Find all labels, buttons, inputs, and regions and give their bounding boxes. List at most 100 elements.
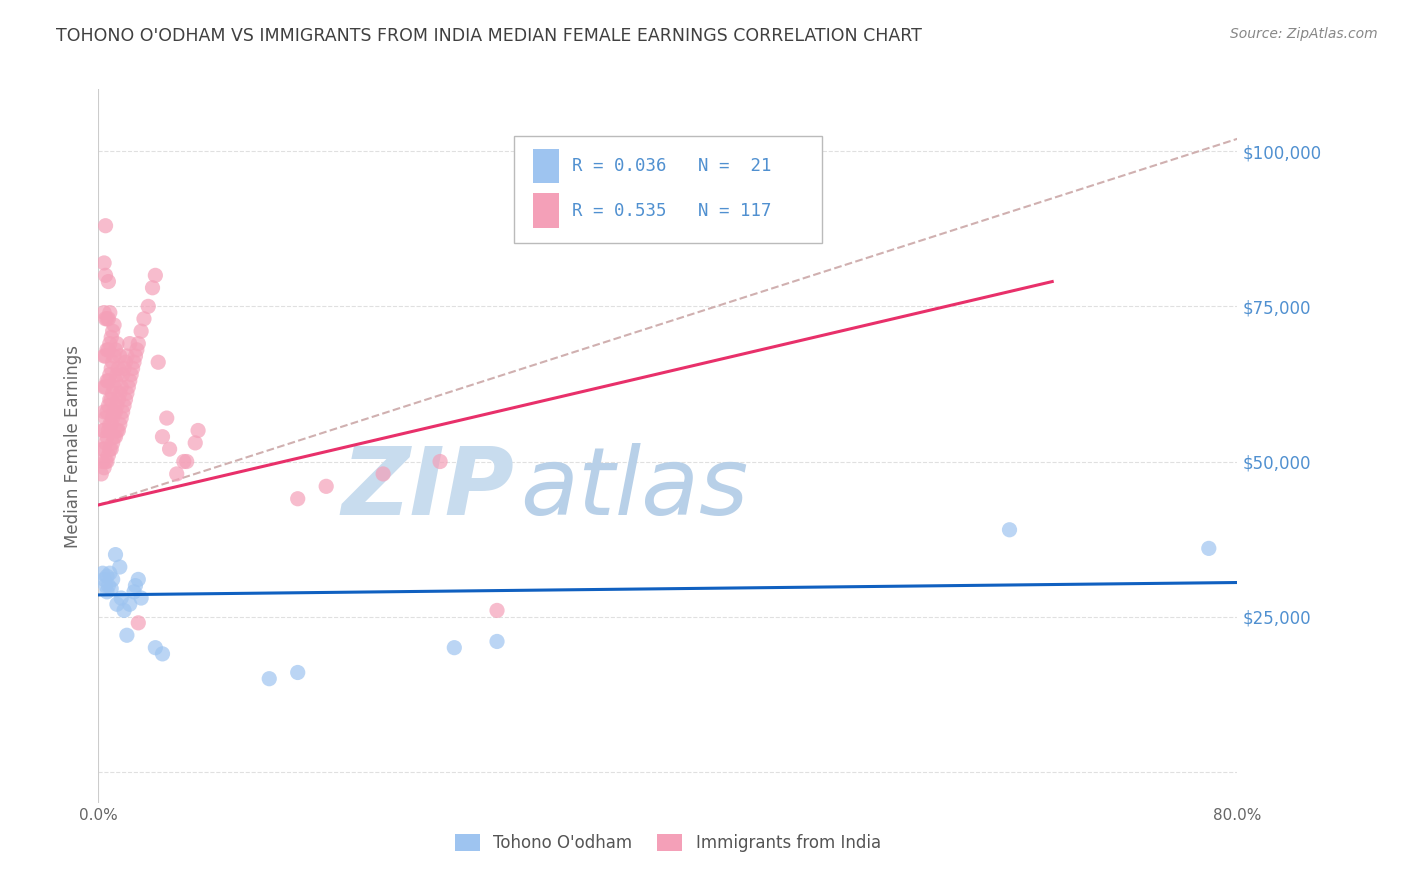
- Point: [118, 597, 141, 611]
- Point: [97, 399, 120, 413]
- Point: [107, 361, 129, 376]
- Point: [132, 311, 155, 326]
- Point: [100, 392, 122, 407]
- Bar: [533, 194, 558, 227]
- Point: [129, 591, 152, 605]
- Point: [105, 399, 128, 413]
- Legend: Tohono O'odham, Immigrants from India: Tohono O'odham, Immigrants from India: [449, 827, 887, 859]
- Point: [93, 305, 115, 319]
- Point: [104, 405, 127, 419]
- Point: [97, 343, 120, 357]
- Point: [125, 343, 148, 357]
- Point: [114, 355, 136, 369]
- Point: [93, 424, 115, 438]
- Point: [259, 672, 281, 686]
- Point: [287, 491, 309, 506]
- Point: [94, 380, 117, 394]
- Point: [104, 374, 127, 388]
- Point: [105, 368, 128, 382]
- Point: [107, 424, 129, 438]
- Point: [287, 665, 309, 680]
- Point: [105, 597, 128, 611]
- Point: [100, 361, 122, 376]
- Point: [173, 454, 195, 468]
- Point: [94, 268, 117, 283]
- Point: [100, 330, 122, 344]
- Point: [97, 579, 120, 593]
- Point: [120, 368, 142, 382]
- Point: [96, 430, 118, 444]
- Point: [97, 448, 120, 462]
- Point: [118, 374, 141, 388]
- Point: [96, 343, 118, 357]
- Point: [110, 411, 132, 425]
- Point: [108, 386, 131, 401]
- Point: [98, 392, 121, 407]
- Point: [111, 368, 134, 382]
- Point: [124, 349, 146, 363]
- Point: [429, 454, 451, 468]
- Point: [104, 430, 127, 444]
- Point: [100, 582, 122, 596]
- Point: [94, 436, 117, 450]
- Point: [93, 380, 115, 394]
- Point: [103, 318, 125, 332]
- Point: [122, 584, 145, 599]
- Point: [101, 573, 124, 587]
- Point: [98, 417, 121, 432]
- Point: [112, 603, 135, 617]
- Point: [103, 380, 125, 394]
- Point: [94, 349, 117, 363]
- Point: [96, 584, 118, 599]
- Point: [187, 424, 209, 438]
- Point: [98, 368, 121, 382]
- Point: [118, 336, 141, 351]
- Point: [93, 573, 115, 587]
- Text: R = 0.036   N =  21: R = 0.036 N = 21: [572, 157, 772, 175]
- Point: [97, 275, 120, 289]
- Point: [112, 361, 135, 376]
- Point: [103, 349, 125, 363]
- Point: [105, 424, 128, 438]
- Point: [98, 336, 121, 351]
- Point: [97, 424, 120, 438]
- Point: [103, 430, 125, 444]
- Text: Source: ZipAtlas.com: Source: ZipAtlas.com: [1230, 27, 1378, 41]
- Point: [90, 467, 112, 481]
- Point: [98, 442, 121, 456]
- Point: [152, 430, 174, 444]
- Point: [110, 591, 132, 605]
- Point: [101, 324, 124, 338]
- Point: [127, 615, 149, 630]
- Point: [184, 436, 207, 450]
- Point: [122, 355, 145, 369]
- Point: [108, 349, 131, 363]
- Point: [98, 566, 121, 581]
- Point: [156, 411, 179, 425]
- Point: [94, 454, 117, 468]
- Point: [96, 569, 118, 583]
- Point: [110, 380, 132, 394]
- Point: [152, 647, 174, 661]
- Point: [91, 454, 114, 468]
- Point: [97, 311, 120, 326]
- Point: [94, 411, 117, 425]
- Point: [91, 566, 114, 581]
- Point: [93, 442, 115, 456]
- Point: [103, 405, 125, 419]
- Point: [101, 355, 124, 369]
- Point: [111, 405, 134, 419]
- Point: [94, 311, 117, 326]
- Point: [315, 479, 337, 493]
- Point: [100, 417, 122, 432]
- Point: [115, 628, 138, 642]
- FancyBboxPatch shape: [515, 136, 821, 243]
- Point: [94, 579, 117, 593]
- Point: [141, 281, 163, 295]
- Point: [1198, 541, 1220, 556]
- Point: [443, 640, 465, 655]
- Bar: [533, 149, 558, 184]
- Point: [107, 392, 129, 407]
- Y-axis label: Median Female Earnings: Median Female Earnings: [65, 344, 83, 548]
- Point: [93, 405, 115, 419]
